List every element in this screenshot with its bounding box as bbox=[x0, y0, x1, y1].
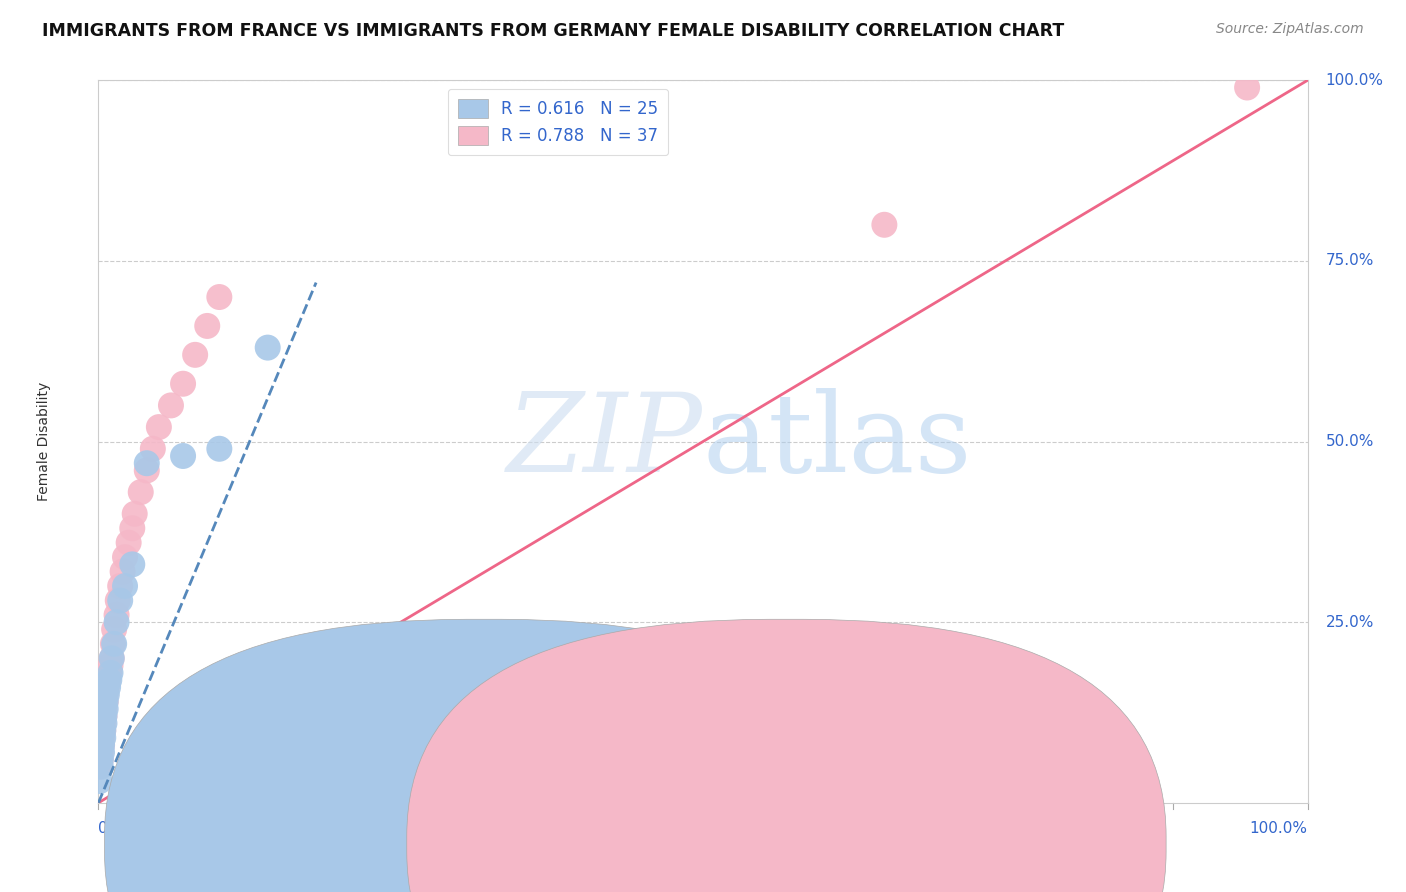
Text: 0.0%: 0.0% bbox=[98, 821, 138, 836]
Point bbox=[256, 341, 278, 355]
Point bbox=[107, 593, 129, 607]
Point bbox=[93, 709, 115, 723]
Point bbox=[105, 615, 128, 630]
Point bbox=[873, 218, 896, 232]
Point bbox=[118, 535, 141, 549]
Point bbox=[195, 318, 218, 333]
Point bbox=[97, 673, 120, 687]
Text: Female Disability: Female Disability bbox=[37, 382, 51, 501]
Point bbox=[91, 731, 114, 745]
Point bbox=[91, 716, 114, 731]
Text: IMMIGRANTS FROM FRANCE VS IMMIGRANTS FROM GERMANY FEMALE DISABILITY CORRELATION : IMMIGRANTS FROM FRANCE VS IMMIGRANTS FRO… bbox=[42, 22, 1064, 40]
Point bbox=[1236, 80, 1258, 95]
Point bbox=[94, 695, 117, 709]
Point bbox=[94, 702, 117, 716]
Point bbox=[121, 558, 143, 572]
Text: 100.0%: 100.0% bbox=[1326, 73, 1384, 87]
Point bbox=[91, 745, 114, 759]
Text: Immigrants from Germany: Immigrants from Germany bbox=[810, 837, 1012, 852]
Point bbox=[103, 623, 125, 637]
Text: 50.0%: 50.0% bbox=[1326, 434, 1374, 449]
Point bbox=[172, 449, 194, 463]
FancyBboxPatch shape bbox=[406, 619, 1166, 892]
Point bbox=[103, 637, 125, 651]
Point bbox=[94, 687, 117, 701]
Text: 75.0%: 75.0% bbox=[1326, 253, 1374, 268]
Text: 25.0%: 25.0% bbox=[1326, 615, 1374, 630]
Point bbox=[105, 607, 128, 622]
Point bbox=[93, 709, 115, 723]
Point bbox=[208, 442, 231, 456]
Point bbox=[98, 665, 121, 680]
Point bbox=[96, 687, 118, 701]
Point bbox=[93, 702, 115, 716]
Point bbox=[91, 738, 114, 752]
Point bbox=[100, 651, 122, 665]
Text: atlas: atlas bbox=[703, 388, 973, 495]
Point bbox=[91, 723, 114, 738]
Point bbox=[90, 752, 112, 766]
Point bbox=[142, 442, 165, 456]
Point bbox=[124, 507, 146, 521]
Point bbox=[114, 579, 136, 593]
Point bbox=[114, 550, 136, 565]
Point bbox=[172, 376, 194, 391]
Point bbox=[96, 680, 118, 694]
Point bbox=[97, 680, 120, 694]
Point bbox=[94, 695, 117, 709]
Point bbox=[90, 745, 112, 759]
Point bbox=[93, 716, 115, 731]
Point bbox=[208, 290, 231, 304]
Point bbox=[135, 456, 157, 470]
Text: Source: ZipAtlas.com: Source: ZipAtlas.com bbox=[1216, 22, 1364, 37]
Point bbox=[98, 673, 121, 687]
Point bbox=[184, 348, 207, 362]
Point bbox=[91, 731, 114, 745]
Point bbox=[101, 637, 124, 651]
Point bbox=[100, 651, 122, 665]
Point bbox=[90, 752, 112, 766]
Point bbox=[129, 485, 152, 500]
FancyBboxPatch shape bbox=[104, 619, 863, 892]
Point bbox=[90, 760, 112, 774]
Point bbox=[89, 760, 111, 774]
Point bbox=[89, 774, 111, 789]
Point bbox=[135, 463, 157, 477]
Point bbox=[100, 658, 122, 673]
Text: Immigrants from France: Immigrants from France bbox=[508, 837, 692, 852]
Point bbox=[121, 521, 143, 535]
Text: ZIP: ZIP bbox=[508, 388, 703, 495]
Point bbox=[160, 398, 183, 412]
Legend: R = 0.616   N = 25, R = 0.788   N = 37: R = 0.616 N = 25, R = 0.788 N = 37 bbox=[447, 88, 668, 155]
Text: 100.0%: 100.0% bbox=[1250, 821, 1308, 836]
Point bbox=[108, 593, 131, 607]
Point bbox=[91, 738, 114, 752]
Point bbox=[108, 579, 131, 593]
Point bbox=[111, 565, 134, 579]
Point bbox=[91, 723, 114, 738]
Point bbox=[100, 665, 122, 680]
Point bbox=[148, 420, 170, 434]
